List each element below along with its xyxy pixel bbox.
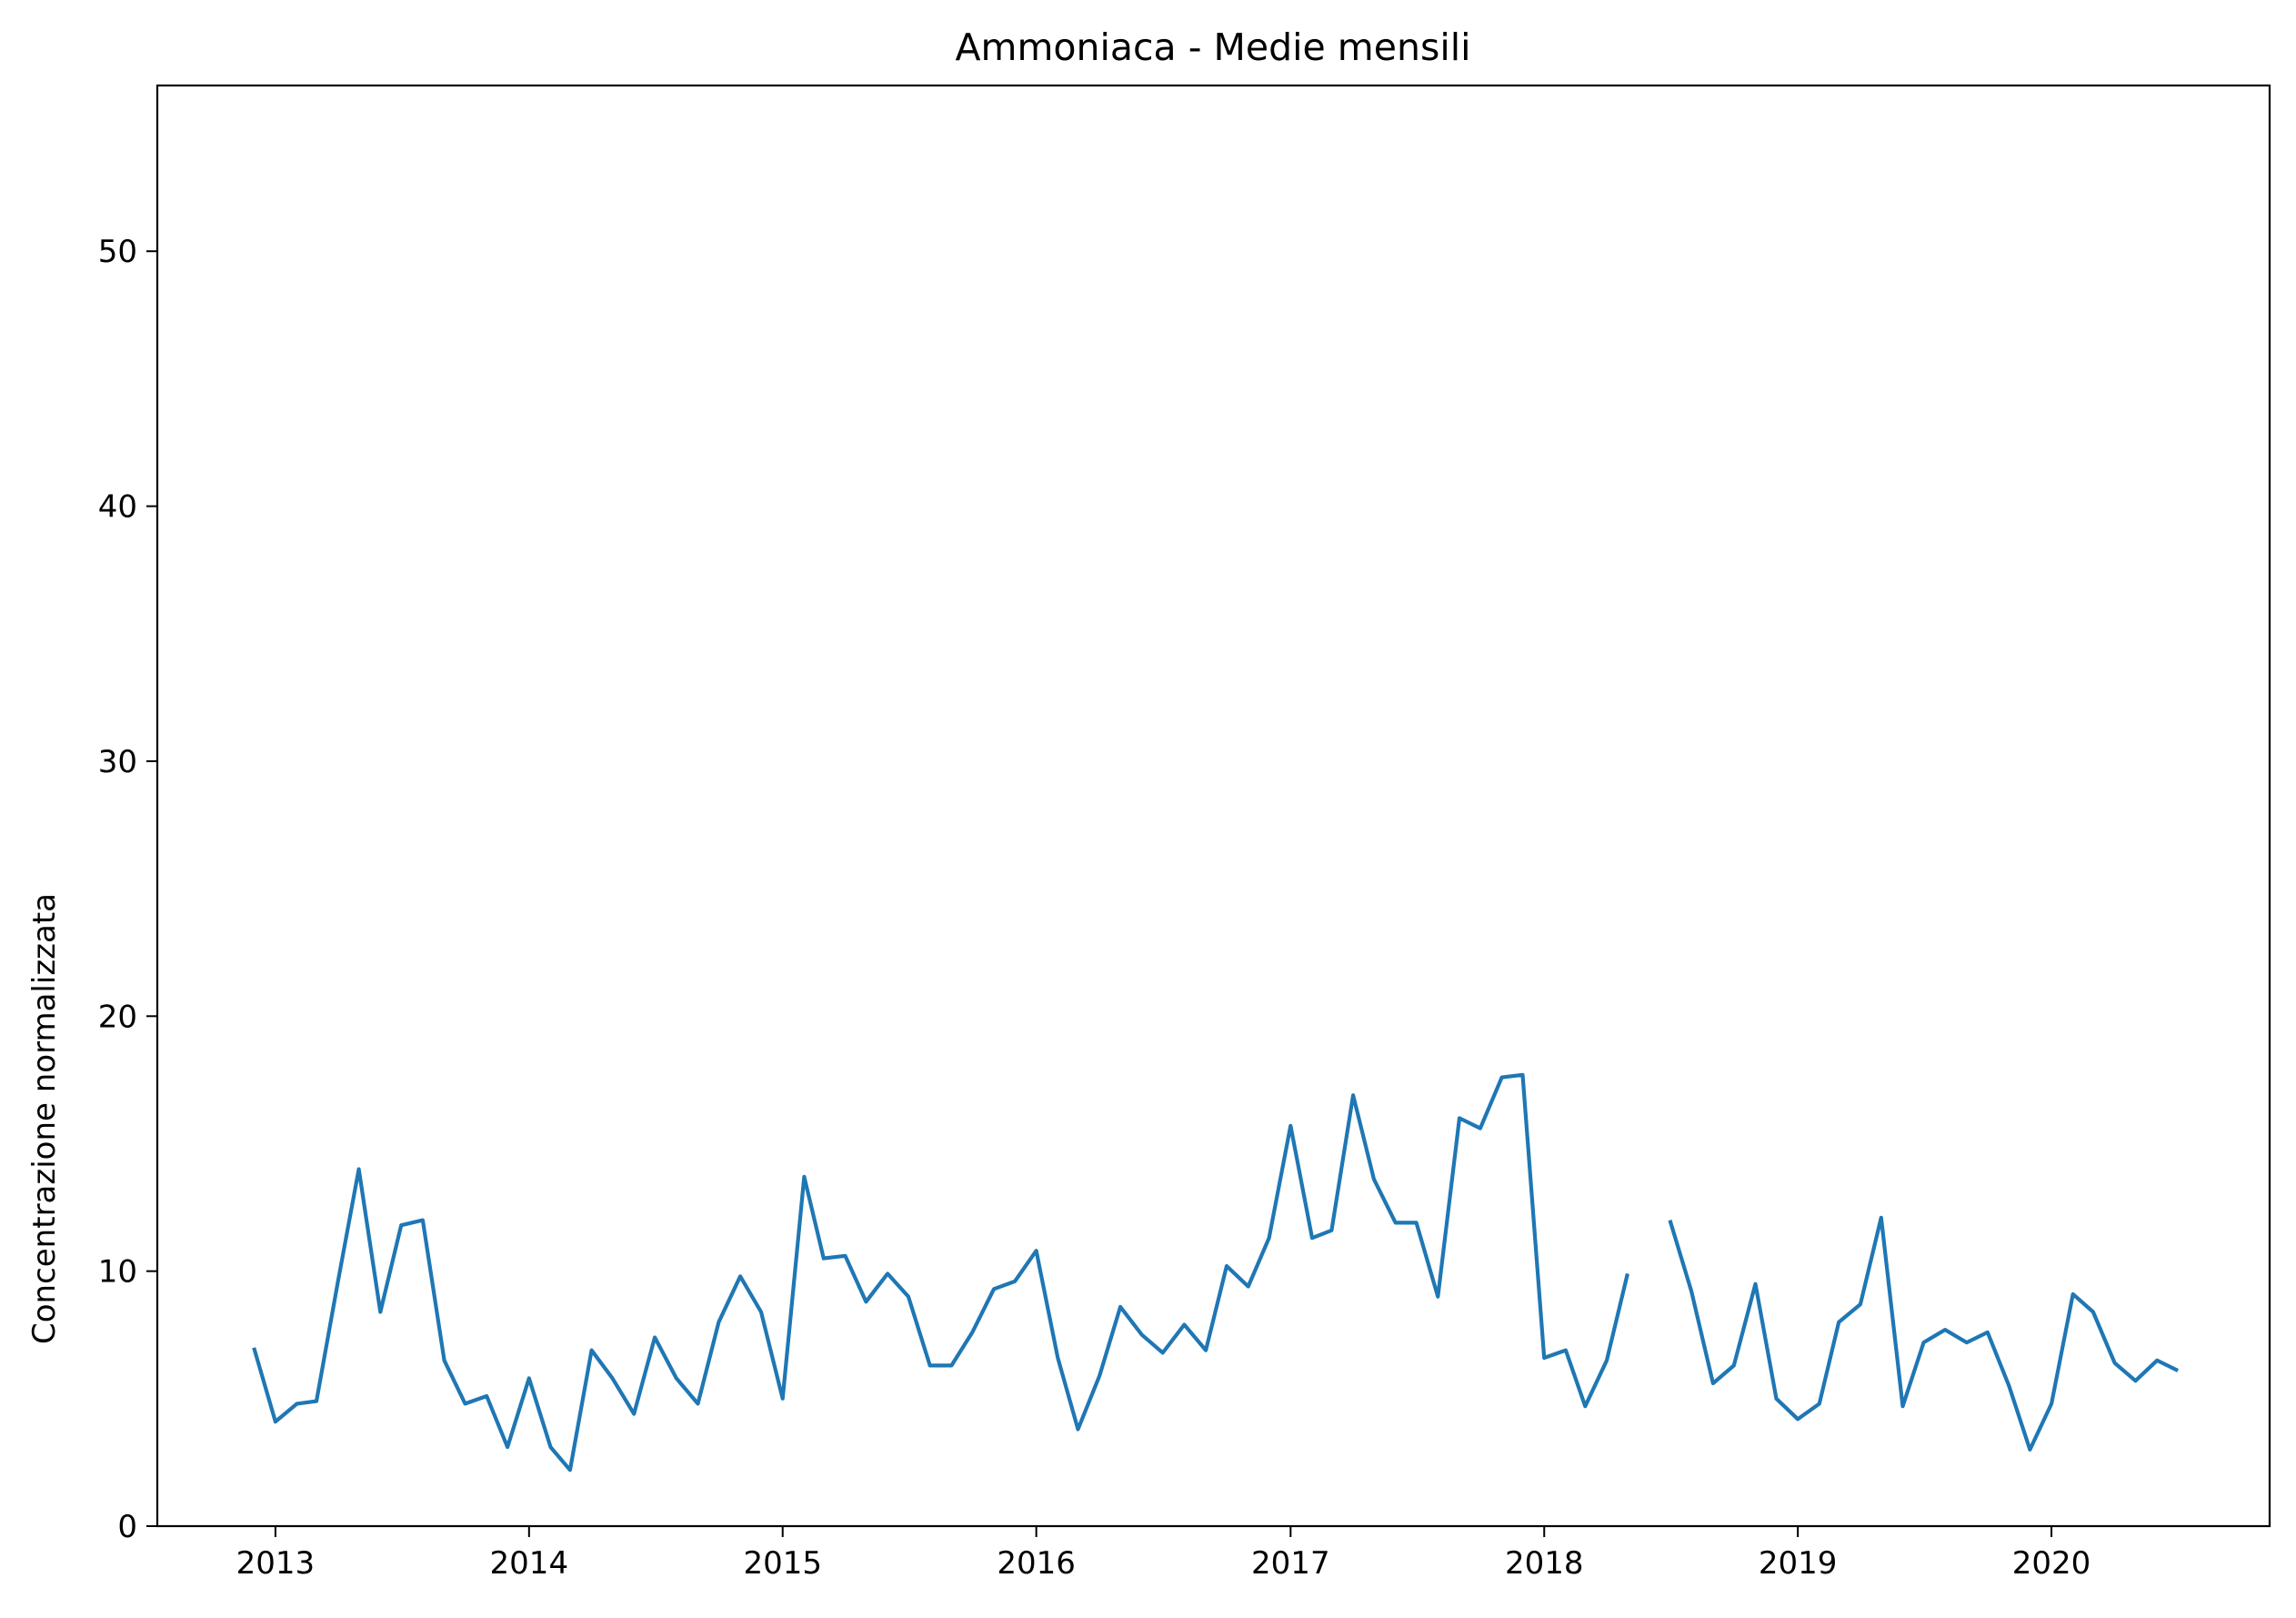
y-tick-label: 20	[98, 999, 137, 1035]
chart-title: Ammoniaca - Medie mensili	[956, 25, 1471, 69]
x-axis-ticks: 2013 2014 2015 2016 2017 2018 2019 2020	[236, 1526, 2091, 1582]
series-layer	[252, 1072, 2180, 1472]
y-axis-label: Concentrazione normalizzata	[26, 893, 63, 1344]
x-tick-label: 2014	[490, 1545, 569, 1582]
x-tick-label: 2018	[1505, 1545, 1584, 1582]
y-tick-label: 30	[98, 744, 137, 780]
y-axis-ticks: 0 10 20 30 40 50	[98, 234, 157, 1545]
plot-area-frame	[155, 84, 2271, 1528]
series-line-segment-2	[1668, 1215, 2180, 1452]
y-tick-label: 50	[98, 234, 137, 270]
x-tick-label: 2019	[1759, 1545, 1838, 1582]
series-line-segment-1	[252, 1072, 1629, 1472]
y-tick-label: 10	[98, 1254, 137, 1291]
x-tick-label: 2013	[236, 1545, 316, 1582]
x-tick-label: 2016	[997, 1545, 1076, 1582]
x-tick-label: 2015	[743, 1545, 822, 1582]
y-tick-label: 0	[117, 1509, 137, 1545]
y-tick-label: 40	[98, 489, 137, 526]
x-tick-label: 2017	[1251, 1545, 1330, 1582]
x-tick-label: 2020	[2012, 1545, 2091, 1582]
